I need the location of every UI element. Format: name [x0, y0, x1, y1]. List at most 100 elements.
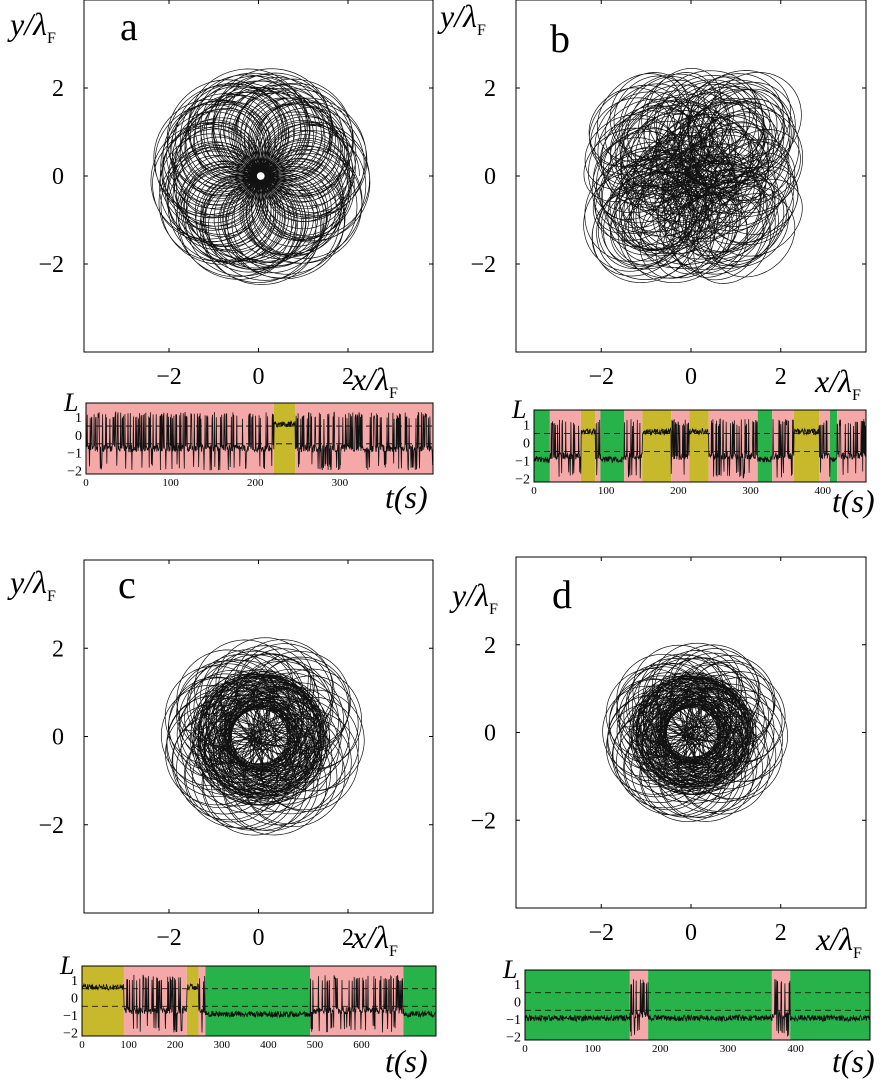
x-tick-label-b: −2	[588, 364, 614, 390]
signal-trace-a	[85, 410, 434, 471]
regime-band-yellow	[580, 410, 596, 482]
ts-y-tick-label-b: −2	[515, 472, 530, 487]
ts-y-axis-label-d: L	[502, 955, 517, 984]
ts-x-tick-label-d: 400	[787, 1043, 804, 1055]
trajectory-c	[160, 637, 365, 836]
x-tick-label-a: 2	[342, 364, 354, 390]
x-tick-label-d: 0	[685, 920, 697, 946]
y-tick-label-a: 2	[52, 76, 64, 102]
regime-band-yellow	[642, 410, 672, 482]
timeseries-frame-c	[81, 965, 437, 1037]
ts-y-tick-label-d: 1	[514, 978, 521, 993]
signal-trace-b	[533, 418, 867, 479]
ts-y-tick-label-a: 1	[75, 411, 82, 426]
y-tick-label-a: −2	[38, 252, 64, 278]
y-tick-label-c: 2	[52, 636, 64, 662]
x-tick-label-b: 0	[685, 364, 697, 390]
ts-x-tick-label-b: 100	[598, 485, 615, 497]
ts-x-tick-label-d: 300	[720, 1043, 737, 1055]
timeseries-frame-b	[533, 409, 867, 483]
axes-frame-a	[83, 0, 434, 353]
ts-x-tick-label-a: 100	[162, 477, 179, 489]
axes-frame-c	[83, 559, 434, 914]
ts-y-tick-label-a: 0	[75, 429, 82, 444]
y-tick-label-b: 2	[484, 76, 496, 102]
signal-trace-d	[524, 978, 871, 1037]
x-tick-label-a: −2	[156, 364, 182, 390]
y-axis-label-a: y/λF	[7, 6, 56, 47]
ts-x-tick-label-c: 600	[353, 1039, 370, 1051]
regime-band-green	[403, 966, 436, 1036]
ts-x-tick-label-c: 500	[307, 1039, 324, 1051]
ts-x-tick-label-a: 300	[332, 477, 349, 489]
regime-band-green	[829, 410, 838, 482]
x-tick-label-d: −2	[588, 920, 614, 946]
regime-band-yellow	[793, 410, 820, 482]
ts-x-axis-label-b: t(s)	[832, 483, 875, 519]
x-tick-label-d: 2	[775, 920, 787, 946]
trajectory-b	[583, 67, 804, 284]
ts-x-tick-label-c: 100	[120, 1039, 137, 1051]
ts-y-tick-label-a: −2	[67, 464, 82, 479]
ts-x-tick-label-b: 0	[531, 485, 537, 497]
ts-y-tick-label-c: −1	[63, 1009, 78, 1024]
regime-band-green	[205, 966, 311, 1036]
x-axis-label-a: x/λF	[351, 361, 398, 402]
timeseries-frame-d	[524, 969, 871, 1041]
regime-band-green	[600, 410, 625, 482]
ts-x-tick-label-b: 200	[670, 485, 687, 497]
ts-x-tick-label-d: 100	[584, 1043, 601, 1055]
ts-x-tick-label-d: 0	[522, 1043, 528, 1055]
y-tick-label-d: 2	[484, 633, 496, 659]
y-tick-label-b: 0	[484, 164, 496, 190]
ts-x-tick-label-c: 200	[167, 1039, 184, 1051]
regime-band-green	[648, 970, 772, 1040]
regime-band-yellow	[186, 966, 199, 1036]
regime-band-yellow	[273, 403, 296, 474]
ts-y-tick-label-d: −2	[506, 1031, 521, 1046]
ts-y-tick-label-b: 0	[523, 436, 530, 451]
panel-letter-c: c	[118, 562, 136, 607]
timeseries-frame-a	[85, 402, 434, 475]
y-tick-label-a: 0	[52, 164, 64, 190]
ts-x-tick-label-c: 400	[260, 1039, 277, 1051]
ts-y-axis-label-b: L	[511, 395, 526, 424]
y-tick-label-c: 0	[52, 725, 64, 751]
ts-x-tick-label-b: 300	[742, 485, 759, 497]
trajectory-a	[150, 68, 371, 285]
ts-x-axis-label-a: t(s)	[385, 479, 428, 515]
ts-y-tick-label-c: 1	[71, 974, 78, 989]
y-tick-label-d: −2	[470, 808, 496, 834]
regime-band-yellow	[82, 966, 124, 1036]
y-axis-label-c: y/λF	[7, 564, 56, 605]
ts-x-tick-label-a: 0	[83, 477, 89, 489]
ts-y-tick-label-c: −2	[63, 1027, 78, 1042]
ts-y-tick-label-b: 1	[523, 418, 530, 433]
x-tick-label-a: 0	[253, 364, 265, 390]
x-tick-label-c: 2	[342, 925, 354, 951]
signal-trace-c	[81, 974, 437, 1033]
regime-band-yellow	[689, 410, 709, 482]
x-tick-label-c: −2	[156, 925, 182, 951]
panel-letter-d: d	[552, 572, 572, 617]
ts-x-tick-label-b: 400	[814, 485, 831, 497]
regime-band-green	[757, 410, 773, 482]
x-axis-label-d: x/λF	[815, 921, 862, 962]
y-axis-label-d: y/λF	[449, 577, 498, 618]
regime-band-green	[790, 970, 870, 1040]
ts-x-tick-label-a: 200	[247, 477, 264, 489]
ts-y-tick-label-b: −1	[515, 454, 530, 469]
x-axis-label-b: x/λF	[814, 363, 861, 404]
ts-x-axis-label-d: t(s)	[832, 1043, 875, 1079]
x-axis-label-c: x/λF	[351, 919, 398, 960]
ts-x-tick-label-c: 0	[79, 1039, 85, 1051]
y-tick-label-b: −2	[470, 252, 496, 278]
ts-y-axis-label-c: L	[59, 951, 74, 980]
